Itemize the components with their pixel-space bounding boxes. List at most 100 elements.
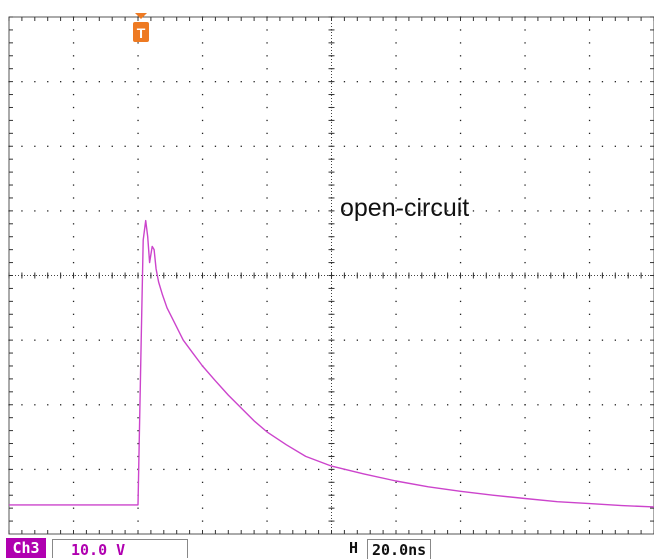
grid-dot <box>498 468 500 471</box>
grid-dot <box>266 481 268 483</box>
grid-dot <box>214 145 217 147</box>
grid-dot <box>588 261 591 264</box>
grid-dot <box>98 404 100 406</box>
grid-dot <box>601 81 604 83</box>
grid-dot <box>459 55 462 57</box>
grid-dot <box>447 339 449 341</box>
grid-dot <box>21 339 23 341</box>
grid-dot <box>318 404 320 406</box>
grid-dot <box>72 391 75 393</box>
grid-dot <box>279 339 281 341</box>
grid-dot <box>201 29 204 31</box>
grid-dot <box>266 236 268 238</box>
grid-dot <box>201 339 204 341</box>
grid-dot <box>266 261 268 264</box>
grid-dot <box>588 391 591 393</box>
grid-dot <box>72 132 75 135</box>
grid-dot <box>447 468 449 471</box>
grid-dot <box>395 68 397 70</box>
grid-dot <box>627 145 629 147</box>
grid-dot <box>395 223 397 225</box>
grid-dot <box>408 81 410 83</box>
volts-per-div-readout: 10.0 V <box>52 539 188 559</box>
grid-dot <box>524 313 526 315</box>
grid-dot <box>72 300 75 303</box>
grid-dot <box>98 145 100 147</box>
grid-dot <box>472 145 475 147</box>
grid-dot <box>356 468 358 471</box>
grid-dot <box>524 455 526 458</box>
grid-dot <box>201 468 204 471</box>
grid-dot <box>72 378 75 380</box>
grid-dot <box>305 468 307 471</box>
grid-dot <box>576 145 578 147</box>
trigger-marker-label: T <box>137 25 146 41</box>
grid-dot <box>524 339 526 341</box>
grid-dot <box>137 391 139 393</box>
grid-dot <box>588 455 591 458</box>
grid-dot <box>240 404 242 406</box>
grid-dot <box>176 145 178 147</box>
trigger-marker-icon[interactable]: T <box>133 13 149 42</box>
grid-dot <box>459 326 462 328</box>
grid-dot <box>253 81 255 83</box>
grid-dot <box>459 404 462 406</box>
grid-dot <box>588 184 591 186</box>
grid-dot <box>214 81 217 83</box>
grid-dot <box>395 145 397 147</box>
grid-dot <box>72 249 75 251</box>
grid-dot <box>459 42 462 44</box>
grid-dot <box>201 507 204 509</box>
grid-dot <box>395 261 397 264</box>
grid-dot <box>563 81 565 83</box>
grid-dot <box>266 430 268 432</box>
grid-dot <box>395 249 397 251</box>
grid-dot <box>201 404 204 406</box>
grid-dot <box>524 236 526 238</box>
grid-dot <box>60 339 62 341</box>
grid-dot <box>459 184 462 186</box>
grid-dot <box>72 236 75 238</box>
grid-dot <box>588 158 591 160</box>
grid-dot <box>588 119 591 122</box>
grid-dot <box>459 430 462 432</box>
grid-dot <box>163 468 165 471</box>
grid-dot <box>395 378 397 380</box>
grid-dot <box>369 404 371 406</box>
grid-dot <box>72 210 75 212</box>
grid-dot <box>227 468 229 471</box>
grid-dot <box>201 145 204 147</box>
grid-dot <box>614 468 616 471</box>
grid-dot <box>72 68 75 70</box>
grid-dot <box>201 93 204 96</box>
grid-dot <box>85 145 88 147</box>
grid-dot <box>266 223 268 225</box>
grid-dot <box>511 339 513 341</box>
grid-dot <box>266 442 268 445</box>
grid-dot <box>434 210 436 212</box>
grid-dot <box>524 494 526 496</box>
grid-dot <box>447 145 449 147</box>
grid-dot <box>395 42 397 44</box>
grid-dot <box>588 442 591 445</box>
grid-dot <box>266 158 268 160</box>
grid-dot <box>524 326 526 328</box>
grid-dot <box>524 106 526 109</box>
grid-dot <box>266 55 268 57</box>
grid-dot <box>627 468 629 471</box>
grid-dot <box>253 339 255 341</box>
grid-dot <box>72 119 75 122</box>
grid-dot <box>137 223 139 225</box>
grid-dot <box>85 468 88 471</box>
grid-dot <box>614 210 616 212</box>
grid-dot <box>266 287 268 290</box>
grid-dot <box>524 352 526 354</box>
grid-dot <box>395 365 397 367</box>
grid-dot <box>124 339 126 341</box>
channel-badge[interactable]: Ch3 <box>6 538 46 558</box>
grid-dot <box>163 210 165 212</box>
grid-dot <box>72 494 75 496</box>
grid-dot <box>201 417 204 419</box>
grid-dot <box>292 404 294 406</box>
grid-dot <box>201 132 204 135</box>
